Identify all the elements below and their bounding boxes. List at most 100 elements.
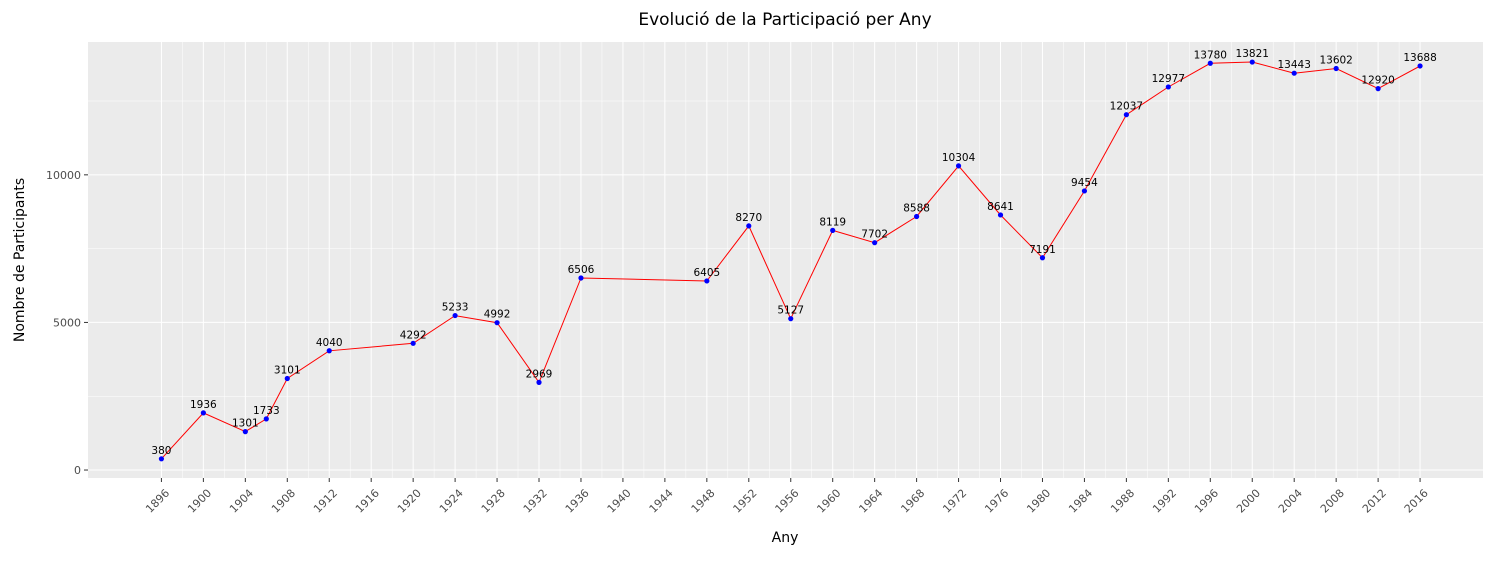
x-tick-label: 1968 (898, 487, 927, 516)
data-point (410, 340, 416, 346)
data-label: 12977 (1152, 73, 1185, 85)
data-label: 13821 (1236, 48, 1269, 60)
x-tick-label: 1996 (1192, 487, 1221, 516)
data-point (284, 375, 290, 382)
data-point (1081, 188, 1088, 194)
data-point (830, 227, 836, 233)
data-point (263, 416, 269, 422)
data-point (788, 316, 794, 322)
data-point (997, 212, 1004, 218)
data-point (578, 275, 584, 281)
data-label: 13780 (1194, 49, 1227, 61)
data-label: 9454 (1071, 177, 1098, 189)
data-point (1291, 70, 1297, 76)
data-point (1165, 84, 1171, 90)
x-tick-label: 1992 (1150, 487, 1179, 516)
data-label: 4992 (484, 309, 511, 321)
data-point (242, 429, 248, 435)
data-label: 3101 (274, 364, 301, 376)
data-point (704, 278, 710, 284)
x-tick-label: 1924 (437, 487, 466, 516)
x-tick-label: 2000 (1234, 487, 1263, 516)
data-label: 6506 (568, 264, 595, 276)
x-tick-label: 1972 (940, 487, 969, 516)
data-label: 13443 (1277, 59, 1310, 71)
x-tick-label: 1908 (269, 487, 298, 516)
data-label: 4040 (316, 337, 343, 349)
data-point (1207, 60, 1213, 66)
data-point (1333, 65, 1339, 72)
x-tick-label: 2012 (1360, 487, 1389, 516)
x-tick-label: 1964 (856, 487, 885, 516)
data-point (200, 410, 206, 416)
data-label: 1301 (232, 418, 259, 430)
x-tick-label: 1976 (982, 487, 1011, 516)
data-label: 13688 (1403, 52, 1436, 64)
x-tick-label: 2004 (1276, 487, 1305, 516)
x-tick-label: 1900 (185, 487, 214, 516)
x-tick-label: 1960 (814, 487, 843, 516)
x-tick-label: 1984 (1066, 487, 1095, 516)
y-axis-label: Nombre de Participants (12, 178, 28, 342)
chart-title: Evolució de la Participació per Any (638, 10, 931, 30)
data-label: 8270 (735, 212, 762, 224)
x-tick-label: 2016 (1402, 487, 1431, 516)
data-point (494, 320, 500, 326)
data-label: 8119 (819, 216, 846, 228)
x-tick-label: 1948 (689, 487, 718, 516)
data-point (872, 240, 878, 246)
grid-lines (88, 42, 1483, 478)
x-tick-label: 1928 (479, 487, 508, 516)
data-label: 7702 (861, 229, 888, 241)
data-label: 6405 (693, 267, 720, 279)
data-label: 380 (151, 445, 171, 457)
y-tick-label: 10000 (46, 169, 81, 182)
x-tick-label: 1944 (647, 487, 676, 516)
x-tick-label: 1896 (143, 487, 172, 516)
data-point (746, 223, 752, 229)
data-point (158, 456, 165, 462)
x-tick-label: 1912 (311, 487, 340, 516)
data-label: 5127 (777, 305, 804, 317)
x-tick-label: 1956 (773, 487, 802, 516)
x-tick-label: 1932 (521, 487, 550, 516)
data-point (914, 213, 920, 220)
data-label: 7191 (1029, 244, 1056, 256)
data-point (1375, 86, 1381, 92)
x-tick-label: 1904 (227, 487, 256, 516)
x-tick-label: 1920 (395, 487, 424, 516)
panel-background (88, 42, 1483, 478)
x-tick-label: 1916 (353, 487, 382, 516)
data-label: 12037 (1110, 101, 1143, 113)
data-label: 13602 (1319, 55, 1352, 67)
data-label: 10304 (942, 152, 976, 164)
data-point (1249, 59, 1255, 65)
x-tick-label: 1980 (1024, 487, 1053, 516)
data-label: 2969 (526, 368, 553, 380)
y-tick-label: 5000 (53, 316, 81, 329)
x-tick-label: 1952 (731, 487, 760, 516)
x-tick-label: 1936 (563, 487, 592, 516)
data-label: 8641 (987, 201, 1014, 213)
data-point (326, 348, 332, 354)
data-label: 1936 (190, 399, 217, 411)
data-label: 8588 (903, 203, 930, 215)
y-axis-ticks: 0 5000 10000 (46, 169, 88, 477)
data-point (1417, 63, 1423, 69)
data-point (1039, 255, 1046, 261)
x-axis-label: Any (772, 530, 799, 546)
x-tick-label: 2008 (1318, 487, 1347, 516)
y-tick-label: 0 (74, 464, 81, 477)
x-axis-ticks: 1896 1900 1904 1908 1912 1916 1920 1924 1928 1932… (143, 478, 1431, 516)
data-label: 5233 (442, 302, 469, 314)
data-label: 4292 (400, 329, 427, 341)
data-point (955, 163, 962, 169)
data-point (536, 379, 542, 385)
data-label: 1733 (253, 405, 280, 417)
x-tick-label: 1940 (605, 487, 634, 516)
data-label: 12920 (1361, 75, 1394, 87)
x-tick-label: 1988 (1108, 487, 1137, 516)
data-point (1123, 112, 1129, 118)
